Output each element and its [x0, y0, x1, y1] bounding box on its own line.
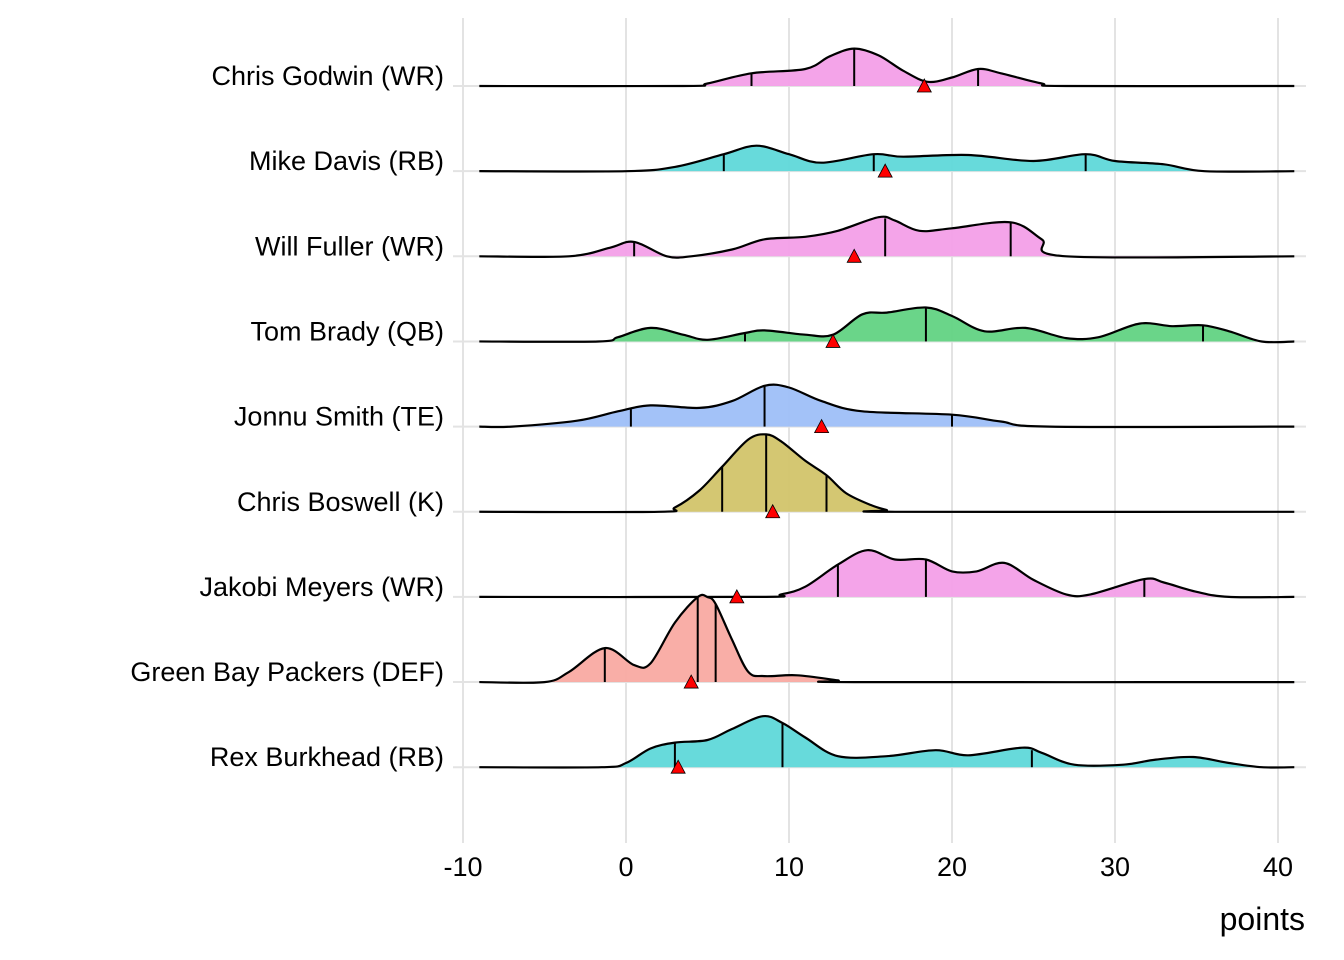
- y-axis-labels: Chris Godwin (WR) Mike Davis (RB) Will Ful…: [130, 61, 444, 772]
- projection-marker: [670, 759, 686, 774]
- ridge-mike-davis-rb: [453, 144, 1306, 178]
- density-fill: [479, 384, 1295, 428]
- x-axis-title: points: [1220, 901, 1305, 937]
- y-axis-label: Tom Brady (QB): [250, 316, 444, 346]
- density-outline: [479, 593, 1295, 684]
- density-fill: [479, 216, 1295, 258]
- density-outline: [479, 215, 1295, 259]
- density-outline: [479, 47, 1295, 88]
- ridge-green-bay-packers-def: [453, 593, 1306, 689]
- density-fill: [479, 716, 1295, 768]
- projection-marker: [825, 333, 841, 348]
- gridlines: [462, 18, 1279, 843]
- ridge-chris-boswell-k: [453, 433, 1306, 519]
- x-tick-label: -10: [443, 852, 482, 882]
- y-axis-label: Jonnu Smith (TE): [234, 402, 444, 432]
- density-fill: [479, 434, 1295, 513]
- projection-marker: [846, 248, 862, 263]
- ridge-jakobi-meyers-wr: [453, 549, 1306, 604]
- x-tick-label: 20: [937, 852, 967, 882]
- density-fill: [479, 307, 1295, 343]
- projection-marker: [683, 674, 699, 689]
- x-tick-label: 0: [618, 852, 633, 882]
- density-outline: [479, 306, 1295, 344]
- density-fill: [479, 145, 1295, 172]
- ridge-tom-brady-qb: [453, 306, 1306, 348]
- projection-marker: [765, 503, 781, 519]
- density-fill: [479, 550, 1295, 598]
- density-fill: [479, 48, 1295, 87]
- ridge-rex-burkhead-rb: [453, 714, 1306, 774]
- y-axis-label: Mike Davis (RB): [249, 146, 444, 176]
- projection-marker: [916, 78, 932, 93]
- projection-marker: [813, 418, 830, 434]
- y-axis-label: Jakobi Meyers (WR): [199, 572, 444, 602]
- ridges: [453, 47, 1306, 774]
- density-outline: [479, 549, 1295, 599]
- y-axis-label: Rex Burkhead (RB): [210, 742, 444, 772]
- x-tick-label: 30: [1100, 852, 1130, 882]
- projection-marker: [729, 589, 745, 604]
- y-axis-label: Chris Boswell (K): [237, 487, 444, 517]
- density-fill: [479, 594, 1295, 683]
- x-axis-tick-labels: -10 0 10 20 30 40: [443, 852, 1293, 882]
- ridge-jonnu-smith-te: [453, 383, 1306, 434]
- ridge-will-fuller-wr: [453, 215, 1306, 263]
- y-axis-label: Green Bay Packers (DEF): [130, 657, 444, 687]
- x-tick-label: 10: [774, 852, 804, 882]
- ridge-chris-godwin-wr: [453, 47, 1306, 93]
- density-outline: [479, 714, 1295, 769]
- density-outline: [479, 433, 1295, 514]
- density-outline: [479, 144, 1295, 173]
- x-tick-label: 40: [1263, 852, 1293, 882]
- density-outline: [479, 383, 1295, 429]
- y-axis-label: Will Fuller (WR): [255, 231, 444, 261]
- projection-marker: [877, 163, 893, 178]
- y-axis-label: Chris Godwin (WR): [211, 61, 444, 91]
